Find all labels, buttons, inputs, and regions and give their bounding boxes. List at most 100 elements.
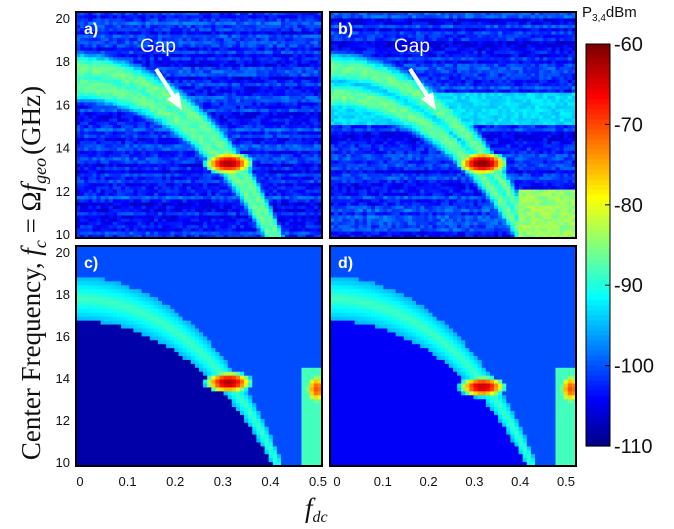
x-ticks: 0 0.1 0.2 0.3 0.4 0.5 0 0.1 0.2 0.3 0.4 0.5 [76, 474, 575, 489]
x-tick-label: 0 [76, 474, 83, 489]
colorbar-cell [586, 310, 610, 316]
y-axis-label-prefix: Center Frequency, [16, 256, 46, 460]
y-axis-label-unit: (GHz) [16, 86, 46, 155]
colorbar-cell [586, 345, 610, 352]
panel-label: b) [338, 21, 353, 38]
x-tick-label: 0.4 [511, 474, 529, 489]
colorbar-cell [586, 255, 610, 261]
colorbar-cell [586, 239, 610, 246]
colorbar-cell [586, 335, 610, 342]
colorbar-cell [586, 410, 610, 417]
colorbar-tick-label: -80 [614, 195, 643, 217]
colorbar-cell [586, 174, 610, 181]
colorbar-cell [586, 395, 610, 402]
colorbar-cell [586, 420, 610, 427]
colorbar-cell [586, 440, 610, 447]
x-tick-label: 0.5 [557, 474, 575, 489]
colorbar-cell [586, 290, 610, 296]
colorbar-title-p: P [582, 4, 592, 21]
colorbar-cell [586, 360, 610, 367]
colorbar-cell [586, 405, 610, 412]
colorbar-cell [586, 104, 610, 110]
colorbar-cell [586, 109, 610, 115]
x-tick-label: 0.1 [374, 474, 392, 489]
colorbar-cell [586, 330, 610, 337]
colorbar-cell [586, 375, 610, 382]
colorbar-cell [586, 149, 610, 156]
colorbar-cell [586, 430, 610, 437]
colorbar-cell [586, 179, 610, 186]
colorbar-cell [586, 435, 610, 442]
gap-arrow-shaft [408, 67, 432, 102]
colorbar-frame [585, 43, 611, 447]
colorbar-cell [586, 214, 610, 221]
gap-annotation: Gap [394, 36, 430, 57]
colorbar-cell [586, 300, 610, 306]
colorbar-cell [586, 89, 610, 95]
colorbar-cell [586, 169, 610, 176]
y-axis-label-geo: geo [30, 158, 50, 184]
colorbar-cell [586, 184, 610, 191]
colorbar-cell [586, 325, 610, 332]
heatmap-cells [76, 246, 322, 466]
y-axis-label: Center Frequency, fc = Ωfgeo(GHz) [16, 86, 50, 460]
colorbar: P3,4dBm -60 -70 -80 -90 -100 -110 [582, 4, 654, 458]
colorbar-cell [586, 99, 610, 105]
x-axis-label-f: f [305, 493, 316, 523]
gap-arrow-shaft [154, 67, 178, 102]
colorbar-title: P3,4dBm [582, 4, 637, 24]
colorbar-title-sub: 3,4 [592, 13, 606, 24]
colorbar-cell [586, 350, 610, 357]
x-axis-label: fdc [305, 493, 328, 526]
colorbar-cell [586, 280, 610, 286]
colorbar-cell [586, 49, 610, 55]
colorbar-cell [586, 119, 610, 126]
colorbar-cell [586, 139, 610, 146]
colorbar-cell [586, 265, 610, 271]
colorbar-cell [586, 69, 610, 75]
svg-text:fdc: fdc [305, 493, 328, 526]
colorbar-tick-label: -70 [614, 114, 643, 136]
panel-frame [75, 245, 323, 467]
colorbar-cell [586, 385, 610, 392]
panels: a) Gap b) Gap c) d) [75, 11, 577, 467]
y-tick-label: 16 [56, 329, 70, 344]
colorbar-cell [586, 74, 610, 80]
colorbar-cell [586, 400, 610, 407]
panel-frame [75, 11, 323, 239]
colorbar-cell [586, 315, 610, 321]
x-tick-label: 0.5 [309, 474, 327, 489]
colorbar-cell [586, 415, 610, 422]
panel-label: d) [338, 255, 353, 272]
colorbar-cell [586, 209, 610, 216]
x-tick-label: 0.4 [261, 474, 279, 489]
gap-annotation: Gap [140, 36, 176, 57]
colorbar-cell [586, 234, 610, 241]
y-tick-label: 14 [56, 371, 70, 386]
y-tick-label: 16 [56, 97, 70, 112]
colorbar-cell [586, 390, 610, 397]
colorbar-tick-label: -110 [614, 436, 653, 458]
y-tick-label: 20 [56, 245, 70, 260]
colorbar-cell [586, 295, 610, 301]
panel-label: a) [84, 21, 98, 38]
colorbar-cell [586, 94, 610, 100]
colorbar-cell [586, 355, 610, 362]
y-tick-label: 10 [56, 455, 70, 470]
colorbar-cell [586, 164, 610, 171]
colorbar-cell [586, 305, 610, 311]
colorbar-cell [586, 224, 610, 231]
colorbar-tick-label: -100 [614, 356, 654, 378]
y-axis-label-c: c [30, 240, 50, 248]
colorbar-cell [586, 380, 610, 387]
x-tick-label: 0 [333, 474, 340, 489]
panel-frame [329, 245, 577, 467]
colorbar-cell [586, 260, 610, 266]
colorbar-cell [586, 320, 610, 327]
colorbar-tick-label: -90 [614, 275, 643, 297]
colorbar-cell [586, 204, 610, 211]
y-axis-label-f2: f [16, 180, 46, 191]
colorbar-unit: dBm [606, 4, 637, 21]
x-tick-label: 0.1 [119, 474, 137, 489]
